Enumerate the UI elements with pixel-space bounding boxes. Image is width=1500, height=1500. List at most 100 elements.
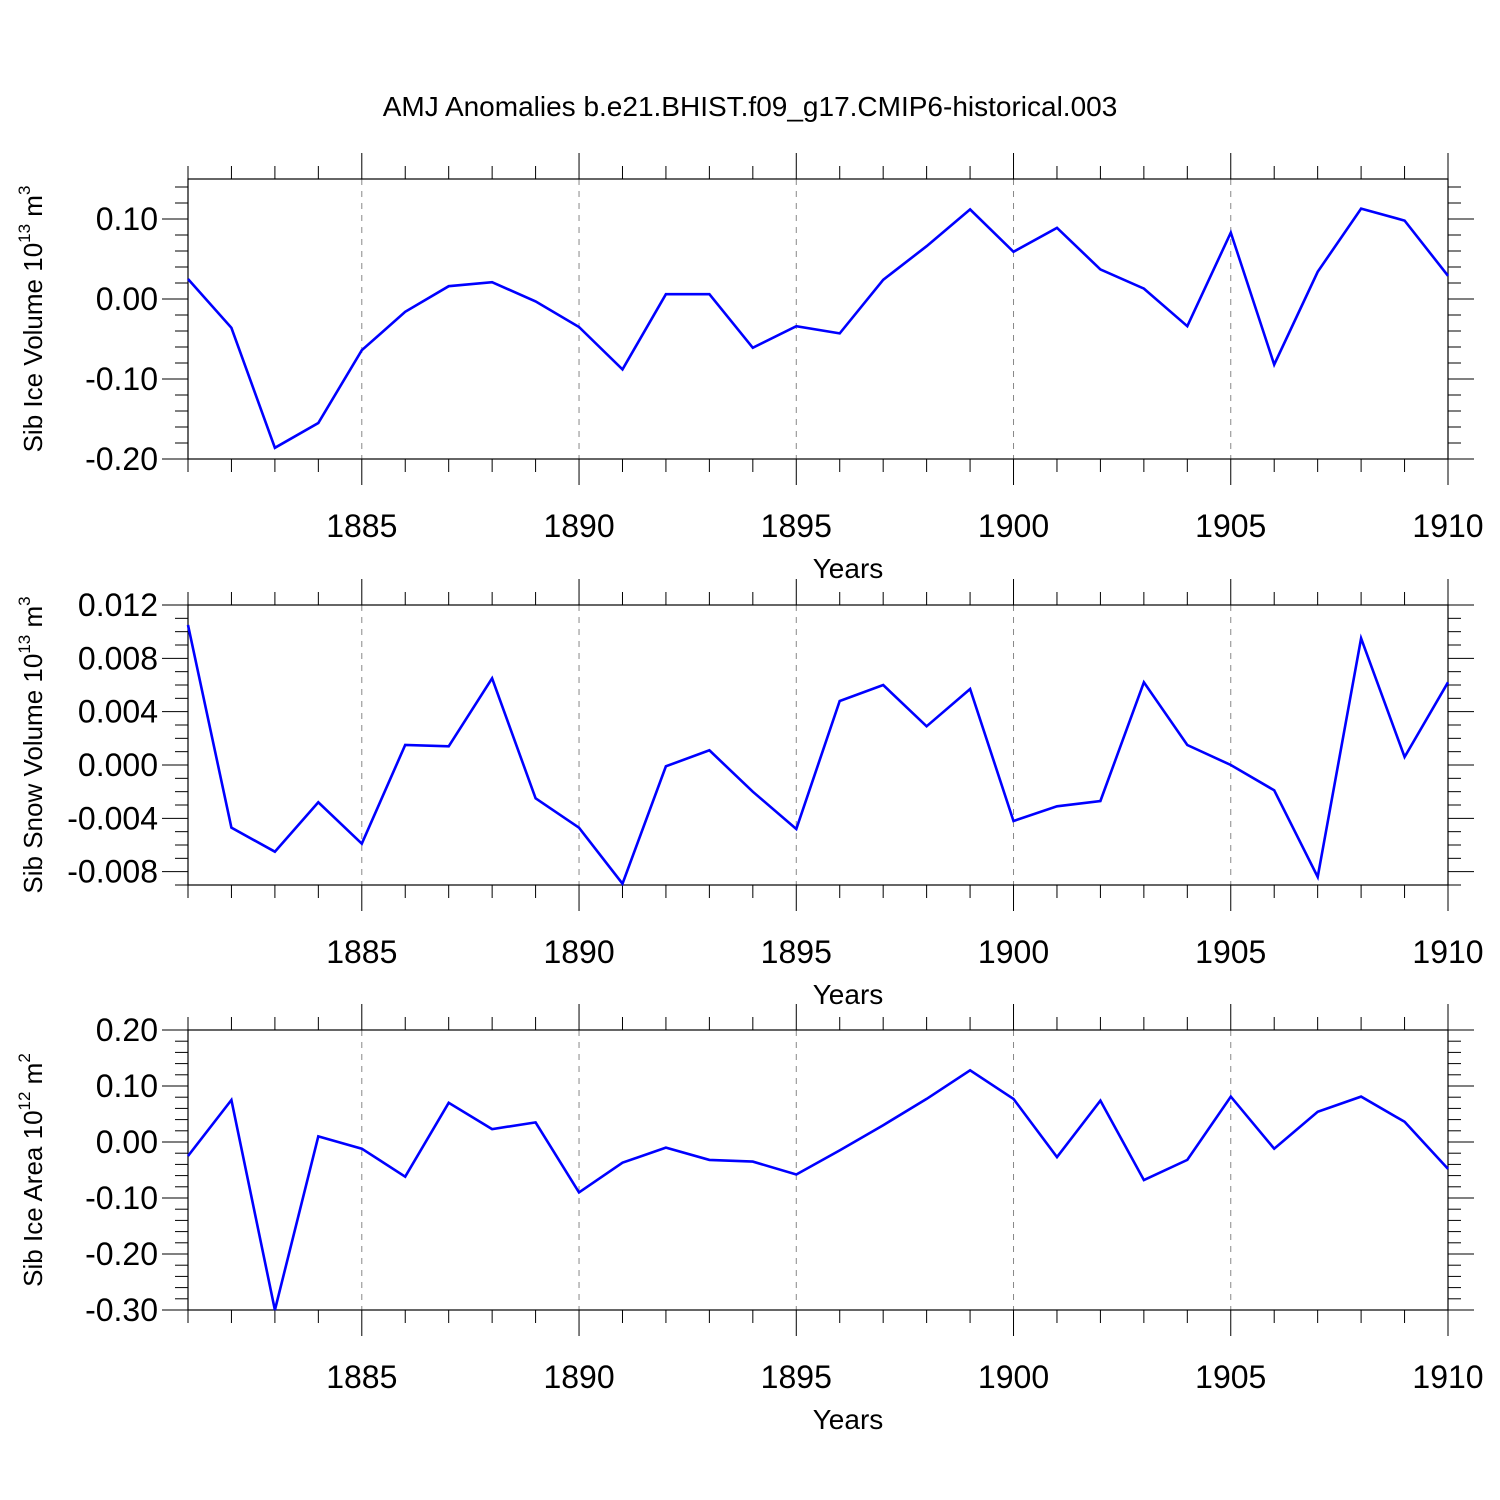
data-point <box>534 1120 538 1124</box>
data-point <box>881 1123 885 1127</box>
data-point <box>1185 1158 1189 1162</box>
data-point <box>186 623 190 627</box>
data-point <box>1316 270 1320 274</box>
y-axis-title: Sib Ice Area 1012 m2 <box>15 1053 48 1287</box>
data-point <box>1229 1095 1233 1099</box>
y-axis-title-superscript: 2 <box>15 1053 34 1062</box>
data-point <box>751 790 755 794</box>
data-point <box>968 1068 972 1072</box>
x-tick-label: 1885 <box>326 934 397 970</box>
y-axis-title-superscript: 12 <box>15 1092 34 1111</box>
data-point <box>229 1098 233 1102</box>
x-tick-label: 1910 <box>1412 1359 1483 1395</box>
y-tick-label: 0.20 <box>96 1012 158 1048</box>
y-axis-title-text: Sib Ice Volume 10 <box>18 243 48 453</box>
y-axis-title-superscript: 13 <box>15 635 34 654</box>
data-point <box>273 446 277 450</box>
x-tick-label: 1895 <box>761 934 832 970</box>
data-point <box>838 331 842 335</box>
data-point <box>1403 1120 1407 1124</box>
data-point <box>620 1161 624 1165</box>
data-point <box>1229 231 1233 235</box>
y-tick-label: 0.012 <box>78 587 158 623</box>
data-point <box>838 699 842 703</box>
data-point <box>925 724 929 728</box>
y-tick-label: -0.20 <box>85 1236 158 1272</box>
data-point <box>1012 819 1016 823</box>
data-point <box>1359 1095 1363 1099</box>
y-tick-label: -0.10 <box>85 1180 158 1216</box>
x-tick-label: 1910 <box>1412 508 1483 544</box>
data-point <box>881 278 885 282</box>
data-point <box>1229 763 1233 767</box>
y-axis-title: Sib Ice Volume 1013 m3 <box>15 186 48 453</box>
data-point <box>707 292 711 296</box>
data-point <box>1142 287 1146 291</box>
y-axis-title-text: m <box>18 606 48 635</box>
x-tick-label: 1890 <box>543 1359 614 1395</box>
data-point <box>1359 636 1363 640</box>
y-tick-label: -0.004 <box>67 800 158 836</box>
y-tick-label: -0.008 <box>67 854 158 890</box>
data-point <box>360 842 364 846</box>
x-axis-title: Years <box>813 553 884 584</box>
data-point <box>403 310 407 314</box>
x-tick-label: 1910 <box>1412 934 1483 970</box>
x-tick-label: 1900 <box>978 508 1049 544</box>
y-tick-label: 0.00 <box>96 1124 158 1160</box>
data-point <box>1098 799 1102 803</box>
data-point <box>707 1158 711 1162</box>
data-line-sib-ice-volume <box>187 207 1450 450</box>
data-point <box>1272 363 1276 367</box>
data-point <box>1403 219 1407 223</box>
data-point <box>751 1160 755 1164</box>
data-point <box>1446 274 1450 278</box>
y-tick-label: -0.20 <box>85 441 158 477</box>
data-point <box>664 764 668 768</box>
data-point <box>751 346 755 350</box>
x-tick-label: 1905 <box>1195 1359 1266 1395</box>
x-axis-title: Years <box>813 979 884 1010</box>
data-point <box>316 800 320 804</box>
plot-frame <box>187 178 1449 460</box>
data-point <box>1055 804 1059 808</box>
data-point <box>794 1172 798 1176</box>
y-tick-label: -0.30 <box>85 1292 158 1328</box>
data-point <box>794 827 798 831</box>
data-point <box>403 743 407 747</box>
data-point <box>1098 267 1102 271</box>
x-tick-label: 1890 <box>543 934 614 970</box>
panel-sib-ice-volume: -0.20 -0.10 0.00 0.10 1885 1890 1895 1900 1905 19… <box>15 153 1484 584</box>
panel-sib-ice-area: -0.30 -0.20 -0.10 0.00 0.10 0.20 1885 1890 1895 1… <box>15 1004 1484 1435</box>
data-point <box>620 882 624 886</box>
data-point <box>273 1308 277 1312</box>
x-tick-label: 1885 <box>326 1359 397 1395</box>
data-point <box>229 326 233 330</box>
x-tick-label: 1900 <box>978 934 1049 970</box>
data-point <box>360 348 364 352</box>
y-tick-label: 0.008 <box>78 640 158 676</box>
y-axis-title-text: Sib Ice Area 10 <box>18 1110 48 1286</box>
data-point <box>1012 250 1016 254</box>
plot-frame <box>187 604 1449 886</box>
y-tick-label: 0.10 <box>96 1068 158 1104</box>
data-point <box>273 850 277 854</box>
data-point <box>490 280 494 284</box>
data-point <box>1055 1155 1059 1159</box>
x-tick-label: 1890 <box>543 508 614 544</box>
x-axis-title: Years <box>813 1404 884 1435</box>
data-line-sib-ice-area <box>186 1068 1449 1311</box>
x-tick-label: 1900 <box>978 1359 1049 1395</box>
y-tick-label: 0.000 <box>78 747 158 783</box>
data-point <box>881 683 885 687</box>
data-point <box>534 299 538 303</box>
data-point <box>1316 875 1320 879</box>
x-tick-label: 1895 <box>761 1359 832 1395</box>
data-point <box>664 292 668 296</box>
data-point <box>1359 207 1363 211</box>
data-point <box>1185 743 1189 747</box>
data-point <box>577 826 581 830</box>
data-point <box>925 1097 929 1101</box>
data-line-sib-snow-volume <box>186 624 1450 887</box>
data-point <box>186 1154 190 1158</box>
